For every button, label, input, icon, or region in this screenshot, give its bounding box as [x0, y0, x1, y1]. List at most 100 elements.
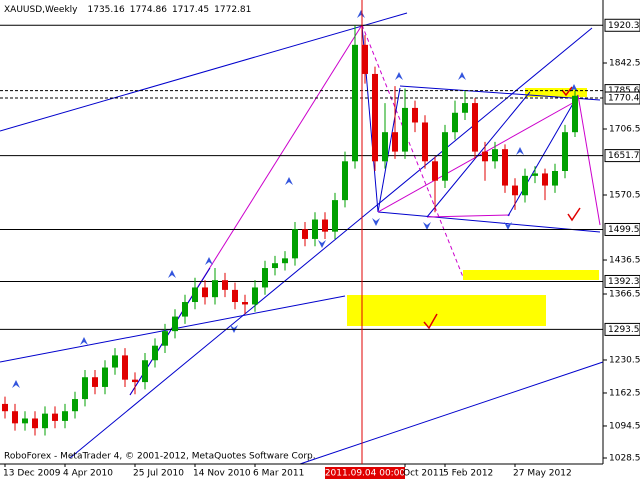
candle-body	[222, 280, 228, 290]
candle-body	[372, 73, 378, 162]
trend-line	[426, 214, 511, 218]
candle-body	[242, 302, 248, 305]
candle-body	[62, 411, 68, 421]
x-tick-label: 5 Feb 2012	[443, 469, 493, 479]
candle-body	[422, 122, 428, 162]
candle-body	[72, 399, 78, 412]
candle-body	[402, 107, 408, 152]
candle-body	[522, 175, 528, 196]
candle-body	[312, 219, 318, 239]
fractal-arrows	[12, 10, 578, 388]
candle-body	[322, 219, 328, 232]
candle-body	[12, 411, 18, 424]
trend-line	[361, 24, 464, 278]
candle-body	[22, 418, 28, 424]
x-tick-label: 13 Dec 2009	[3, 469, 61, 479]
x-tick-label: 25 Jul 2010	[133, 469, 184, 479]
candle-body	[172, 316, 178, 332]
symbol: XAUUSD,Weekly 1735.16 1774.86 1717.45 1772.8…	[4, 5, 251, 15]
trend-line	[69, 27, 593, 459]
candle-body	[492, 149, 498, 162]
symbol-name: XAUUSD,Weekly	[4, 5, 78, 15]
candle-body	[292, 229, 298, 259]
candle-body	[482, 151, 488, 162]
candle-body	[42, 413, 48, 429]
level-label-box	[604, 222, 640, 236]
candle-body	[212, 280, 218, 298]
trend-line	[377, 211, 601, 233]
target-zone	[463, 270, 599, 280]
candle-body	[572, 95, 578, 133]
candle-body	[382, 132, 388, 162]
candle-body	[32, 418, 38, 429]
level-label: 1293.56	[608, 325, 640, 335]
check-mark	[423, 313, 438, 330]
candle-body	[512, 185, 518, 196]
level-label-box	[604, 322, 640, 336]
candle-body	[92, 377, 98, 387]
level-label: 1920.32	[608, 21, 640, 31]
candle-body	[532, 173, 538, 176]
x-tick-label: 6 Mar 2011	[253, 469, 304, 479]
candle-body	[272, 263, 278, 269]
candle-body	[52, 413, 58, 421]
trend-line	[426, 91, 531, 218]
y-tick-label: 1028.56	[609, 454, 640, 464]
trend-line	[299, 361, 604, 465]
candle-body	[302, 229, 308, 239]
level-label: 1499.51	[608, 225, 640, 235]
y-tick-label: 1436.56	[609, 256, 640, 266]
level-label-box	[604, 149, 640, 163]
candle-body	[252, 287, 258, 305]
candle-body	[342, 161, 348, 201]
candle-body	[142, 360, 148, 383]
ohlc-low: 1717.45	[172, 5, 209, 15]
candle-body	[112, 355, 118, 368]
candle-body	[542, 173, 548, 186]
candle-body	[332, 200, 338, 232]
x-tick-label: 14 Nov 2010	[193, 469, 251, 479]
target-zone	[347, 295, 546, 326]
candle-body	[122, 355, 128, 380]
x-tick-label: 27 May 2012	[513, 469, 572, 479]
candle-body	[362, 44, 368, 74]
candle-body	[262, 268, 268, 288]
y-tick-label: 1366.56	[609, 289, 640, 299]
candle-body	[352, 44, 358, 162]
level-label: 1785.69	[608, 86, 640, 96]
candle-body	[552, 171, 558, 186]
check-mark	[561, 86, 573, 97]
level-label-box	[604, 18, 640, 32]
y-tick-label: 1230.56	[609, 355, 640, 365]
y-tick-label: 1570.56	[609, 190, 640, 200]
candle-body	[412, 107, 418, 123]
candle-body	[102, 367, 108, 387]
candle-body	[202, 287, 208, 298]
y-tick-label: 1094.56	[609, 421, 640, 431]
levels	[0, 24, 603, 330]
level-label: 1770.42	[608, 94, 640, 104]
level-label-box	[604, 274, 640, 288]
x-tick-label: 4 Apr 2010	[63, 469, 113, 479]
candle-body	[392, 132, 398, 152]
ohlc-high: 1774.86	[130, 5, 167, 15]
trend-line	[377, 87, 401, 213]
check-mark	[567, 207, 581, 222]
ohlc-open: 1735.16	[88, 5, 125, 15]
ohlc-close: 1772.81	[214, 5, 251, 15]
candle-body	[472, 103, 478, 152]
candle-body	[562, 132, 568, 172]
trend-line	[577, 94, 601, 226]
candle-body	[152, 345, 158, 361]
candle-body	[232, 289, 238, 303]
level-label: 1392.36	[608, 277, 640, 287]
y-tick-label: 1162.56	[609, 388, 640, 398]
y-tick-label: 1706.56	[609, 124, 640, 134]
candle-body	[162, 331, 168, 346]
candle-body	[442, 132, 448, 181]
level-label: 1651.75	[608, 151, 640, 161]
candle-body	[462, 103, 468, 113]
